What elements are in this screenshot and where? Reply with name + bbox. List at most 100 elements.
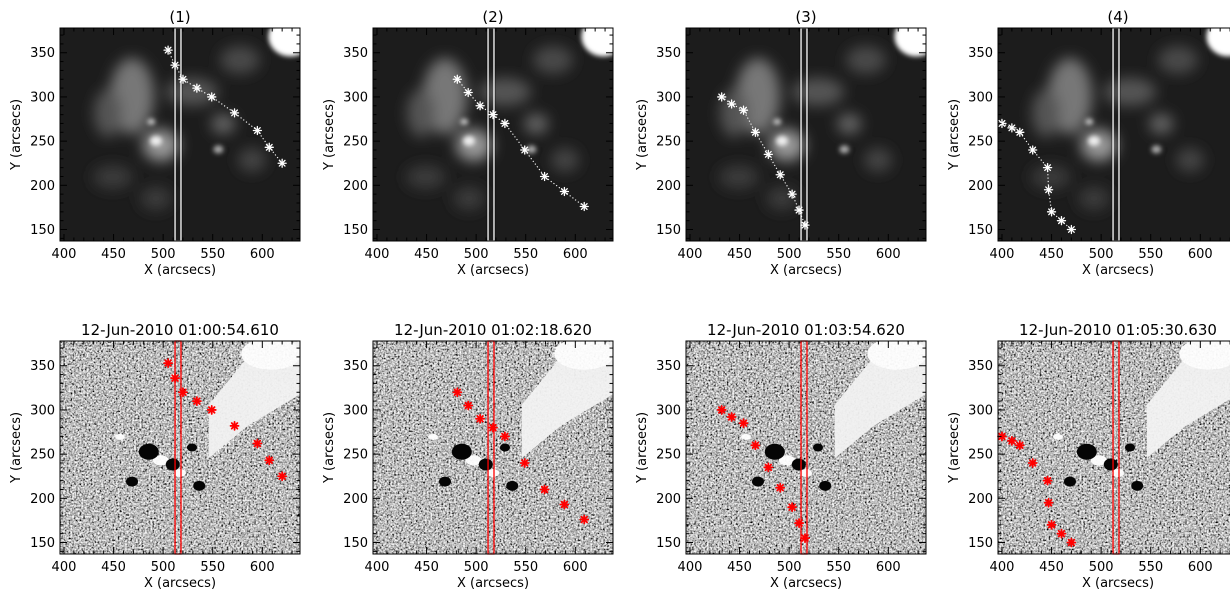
asterisk-marker — [252, 438, 263, 449]
x-tick-label: 400 — [678, 560, 703, 575]
asterisk-marker — [1043, 497, 1054, 508]
asterisk-marker — [763, 149, 773, 160]
asterisk-marker — [206, 405, 217, 415]
asterisk-marker — [500, 118, 510, 129]
x-axis-label: X (arcsecs) — [1082, 263, 1154, 278]
panel-8: 400 450 500 550 600 150 200 250 300 350 X (arcsecs… — [947, 321, 1230, 591]
plot-frame — [997, 340, 1230, 555]
asterisk-marker — [1046, 207, 1057, 217]
x-tick-label: 500 — [151, 560, 176, 575]
x-tick-label: 550 — [200, 560, 225, 575]
y-tick-label: 150 — [30, 536, 55, 551]
asterisk-marker — [794, 205, 804, 215]
plot-frame — [685, 340, 927, 555]
x-tick-label: 400 — [365, 560, 390, 575]
asterisk-marker — [726, 412, 737, 422]
y-tick-label: 150 — [656, 223, 681, 238]
x-tick-label: 400 — [678, 247, 703, 262]
asterisk-marker — [738, 105, 749, 115]
asterisk-marker — [750, 440, 761, 451]
y-tick-label: 150 — [968, 536, 993, 551]
x-tick-label: 500 — [1089, 247, 1114, 262]
x-tick-label: 550 — [826, 247, 851, 262]
asterisk-marker — [1043, 185, 1054, 195]
asterisk-marker — [794, 518, 804, 528]
y-tick-label: 300 — [656, 403, 681, 418]
x-tick-label: 500 — [464, 247, 489, 262]
y-tick-label: 150 — [656, 536, 681, 551]
y-tick-label: 200 — [30, 179, 55, 194]
asterisk-marker — [1046, 519, 1057, 530]
panel-7: 400 450 500 550 600 150 200 250 300 350 X (arcsecs… — [635, 321, 927, 591]
asterisk-marker — [1066, 224, 1077, 235]
plot-frame — [997, 27, 1230, 242]
asterisk-marker — [192, 83, 202, 93]
y-tick-label: 200 — [343, 492, 368, 507]
asterisk-marker — [252, 125, 263, 136]
asterisk-marker — [738, 418, 749, 429]
asterisk-marker — [264, 455, 275, 466]
y-tick-label: 150 — [968, 223, 993, 238]
asterisk-marker — [500, 431, 510, 442]
x-axis-label: X (arcsecs) — [770, 263, 842, 278]
asterisk-marker — [763, 462, 774, 473]
asterisk-marker — [579, 201, 589, 212]
solar-image — [686, 341, 926, 554]
x-tick-label: 450 — [414, 560, 439, 575]
y-tick-label: 250 — [30, 135, 55, 150]
panel-3: 400 450 500 550 600 150 200 250 300 350 X (arcsecs… — [635, 8, 927, 278]
axes: 400 450 500 550 600 150 200 250 300 350 — [656, 28, 926, 262]
asterisk-marker — [163, 358, 173, 368]
x-tick-label: 600 — [876, 247, 901, 262]
asterisk-marker — [579, 514, 590, 525]
asterisk-marker — [716, 405, 727, 415]
x-axis-label: X (arcsecs) — [457, 576, 529, 591]
x-axis-label: X (arcsecs) — [144, 576, 216, 591]
asterisk-marker — [452, 74, 462, 84]
asterisk-marker — [229, 420, 240, 431]
solar-image — [686, 28, 926, 241]
y-tick-label: 300 — [656, 90, 681, 105]
x-axis-label: X (arcsecs) — [770, 576, 842, 591]
asterisk-marker — [170, 373, 180, 384]
axes: 400 450 500 550 600 150 200 250 300 350 — [968, 28, 1230, 262]
solar-image — [998, 28, 1230, 241]
asterisk-marker — [1066, 537, 1077, 548]
panel-title: 12-Jun-2010 01:00:54.610 — [81, 321, 279, 339]
y-tick-label: 350 — [30, 359, 55, 374]
y-tick-label: 200 — [343, 179, 368, 194]
y-tick-label: 350 — [968, 46, 993, 61]
asterisk-marker — [191, 396, 202, 406]
y-axis-label: Y (arcsecs) — [635, 412, 650, 484]
y-axis-label: Y (arcsecs) — [947, 412, 962, 484]
y-axis-label: Y (arcsecs) — [322, 412, 337, 484]
y-tick-label: 150 — [343, 536, 368, 551]
asterisk-marker — [1056, 528, 1067, 539]
asterisk-marker — [717, 92, 727, 102]
x-tick-label: 500 — [1089, 560, 1114, 575]
x-tick-label: 600 — [1188, 247, 1213, 262]
asterisk-marker — [787, 502, 798, 513]
x-tick-label: 450 — [727, 247, 752, 262]
plot-frame — [372, 340, 614, 555]
y-tick-label: 250 — [968, 135, 993, 150]
x-tick-label: 400 — [990, 560, 1015, 575]
asterisk-marker — [1027, 458, 1038, 468]
asterisk-marker — [463, 87, 473, 98]
y-tick-label: 200 — [968, 179, 993, 194]
y-tick-label: 300 — [30, 90, 55, 105]
asterisk-marker — [163, 45, 173, 55]
asterisk-marker — [463, 400, 474, 411]
asterisk-marker — [475, 413, 486, 424]
asterisk-marker — [520, 145, 530, 155]
track-line — [167, 49, 283, 164]
asterisk-marker — [488, 109, 498, 120]
x-tick-label: 550 — [513, 247, 538, 262]
y-tick-label: 350 — [343, 46, 368, 61]
plot-frame — [59, 27, 301, 242]
x-tick-label: 400 — [365, 247, 390, 262]
x-axis-label: X (arcsecs) — [144, 263, 216, 278]
x-tick-label: 400 — [990, 247, 1015, 262]
y-tick-label: 150 — [30, 223, 55, 238]
